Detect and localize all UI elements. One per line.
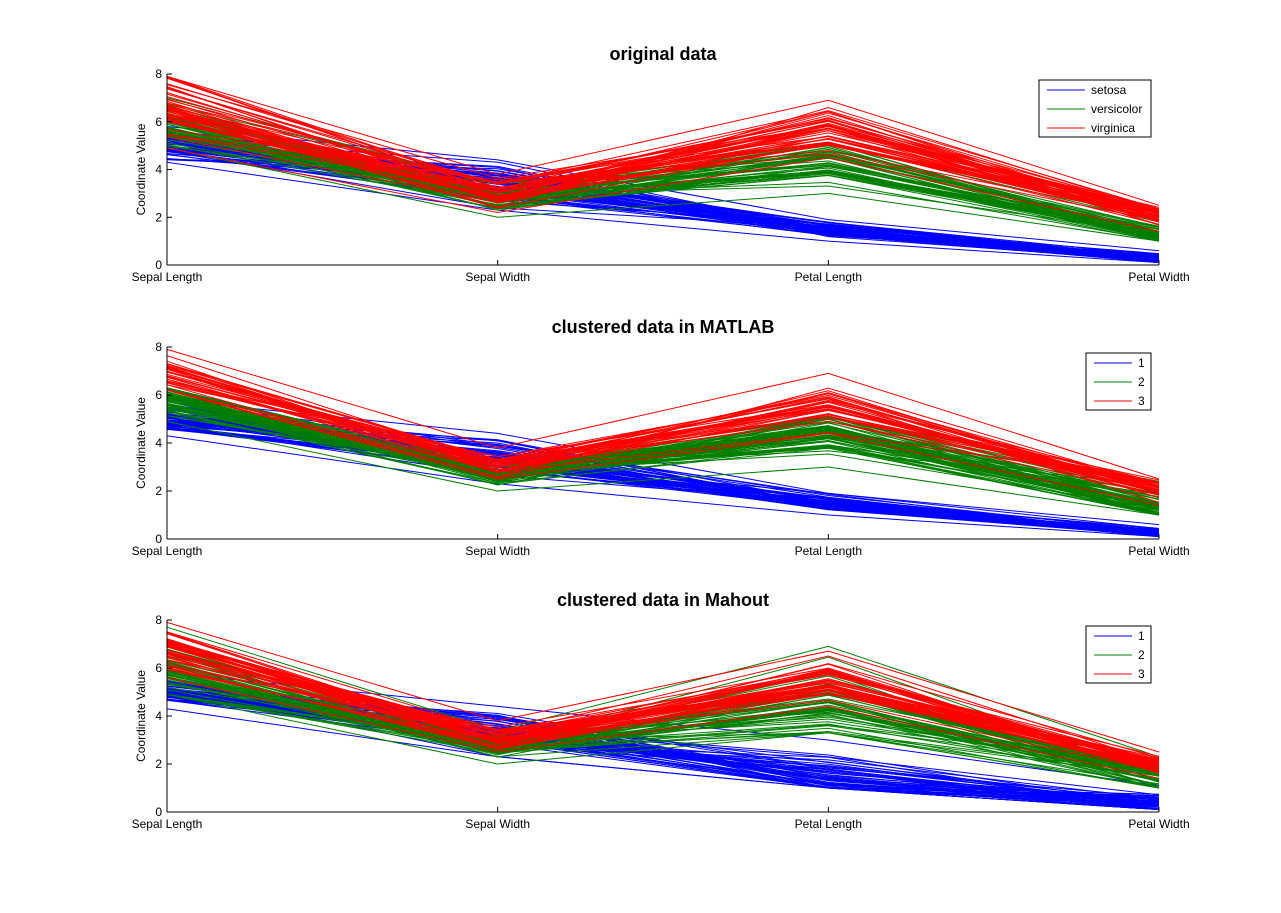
series-3 <box>166 348 1160 506</box>
legend: 1 2 3 <box>1085 625 1152 684</box>
series-line <box>166 408 1160 514</box>
y-tick-label: 6 <box>155 388 162 402</box>
series-line <box>166 161 1160 264</box>
x-tick-label: Petal Length <box>795 270 862 284</box>
x-tick-label: Petal Width <box>1128 270 1189 284</box>
x-tick-label: Petal Length <box>795 544 862 558</box>
series-line <box>166 75 1160 215</box>
series-line <box>166 147 1160 233</box>
series-line <box>166 147 1160 242</box>
series-line <box>166 93 1160 222</box>
chart-title: clustered data in MATLAB <box>552 317 775 337</box>
y-tick-label: 4 <box>155 163 162 177</box>
y-tick-label: 0 <box>155 805 162 819</box>
series-line <box>166 84 1160 219</box>
series-line <box>166 387 1160 487</box>
series-line <box>166 363 1160 489</box>
x-tick-label: Petal Width <box>1128 544 1189 558</box>
series-line <box>166 389 1160 506</box>
series-line <box>166 643 1160 772</box>
series-line <box>166 638 1160 768</box>
series-line <box>166 360 1160 483</box>
chart-panel-2: 0 2 4 6 8 Sepal Length Sepal Width Petal Length… <box>132 317 1190 558</box>
y-tick-label: 0 <box>155 532 162 546</box>
y-axis-label: Coordinate Value <box>134 123 148 215</box>
series-line <box>166 686 1160 771</box>
y-tick-label: 8 <box>155 67 162 81</box>
series-line <box>166 144 1160 233</box>
series-line <box>166 650 1160 781</box>
series-line <box>166 378 1160 494</box>
series-line <box>166 408 1160 513</box>
y-tick-label: 4 <box>155 709 162 723</box>
series-line <box>166 435 1160 538</box>
y-tick-label: 8 <box>155 340 162 354</box>
x-tick-label: Sepal Length <box>132 544 203 558</box>
chart-panel-3: 0 2 4 6 8 Sepal Length Sepal Width Petal Length… <box>132 590 1190 831</box>
x-tick-label: Sepal Width <box>465 270 530 284</box>
series-line <box>166 110 1160 210</box>
series-line <box>166 108 1160 212</box>
y-tick-label: 2 <box>155 484 162 498</box>
chart-title: clustered data in Mahout <box>557 590 769 610</box>
legend-label: 2 <box>1138 648 1145 662</box>
y-tick-label: 6 <box>155 661 162 675</box>
series-line <box>166 646 1160 767</box>
legend-label: 3 <box>1138 394 1145 408</box>
series-virginica <box>166 75 1160 233</box>
x-tick-label: Petal Width <box>1128 817 1189 831</box>
series-line <box>166 119 1160 214</box>
series-line <box>166 659 1160 767</box>
x-tick-label: Petal Length <box>795 817 862 831</box>
series-line <box>166 389 1160 483</box>
legend-label: setosa <box>1091 83 1127 97</box>
series-line <box>166 127 1160 223</box>
series-3 <box>166 621 1160 779</box>
series-line <box>166 348 1160 480</box>
legend-label: virginica <box>1091 121 1135 135</box>
y-tick-label: 2 <box>155 757 162 771</box>
y-tick-label: 8 <box>155 613 162 627</box>
chart-title: original data <box>609 44 717 64</box>
y-tick-label: 2 <box>155 210 162 224</box>
series-line <box>166 665 1160 769</box>
x-tick-label: Sepal Width <box>465 817 530 831</box>
series-line <box>166 355 1160 492</box>
legend-label: 3 <box>1138 667 1145 681</box>
legend-label: 2 <box>1138 375 1145 389</box>
y-tick-label: 4 <box>155 436 162 450</box>
legend-label: 1 <box>1138 629 1145 643</box>
y-axis-label: Coordinate Value <box>134 397 148 489</box>
series-line <box>166 621 1160 753</box>
x-tick-label: Sepal Width <box>465 544 530 558</box>
chart-panel-1: 0 2 4 6 8 Sepal Length Sepal Width Petal Length… <box>132 44 1190 284</box>
series-line <box>166 395 1160 516</box>
series-line <box>166 677 1160 779</box>
series-line <box>166 131 1160 241</box>
series-line <box>166 667 1160 786</box>
series-line <box>166 75 1160 206</box>
legend: setosa versicolor virginica <box>1038 79 1152 138</box>
series-line <box>166 387 1160 515</box>
series-line <box>166 667 1160 774</box>
y-tick-label: 0 <box>155 258 162 272</box>
series-line <box>166 134 1160 219</box>
series-line <box>166 105 1160 212</box>
legend-label: 1 <box>1138 356 1145 370</box>
series-line <box>166 134 1160 233</box>
legend: 1 2 3 <box>1085 352 1152 411</box>
x-tick-label: Sepal Length <box>132 817 203 831</box>
y-tick-label: 6 <box>155 115 162 129</box>
legend-label: versicolor <box>1091 102 1142 116</box>
series-line <box>166 420 1160 516</box>
series-line <box>166 96 1160 215</box>
x-tick-label: Sepal Length <box>132 270 203 284</box>
y-axis-label: Coordinate Value <box>134 670 148 762</box>
series-line <box>166 406 1160 535</box>
